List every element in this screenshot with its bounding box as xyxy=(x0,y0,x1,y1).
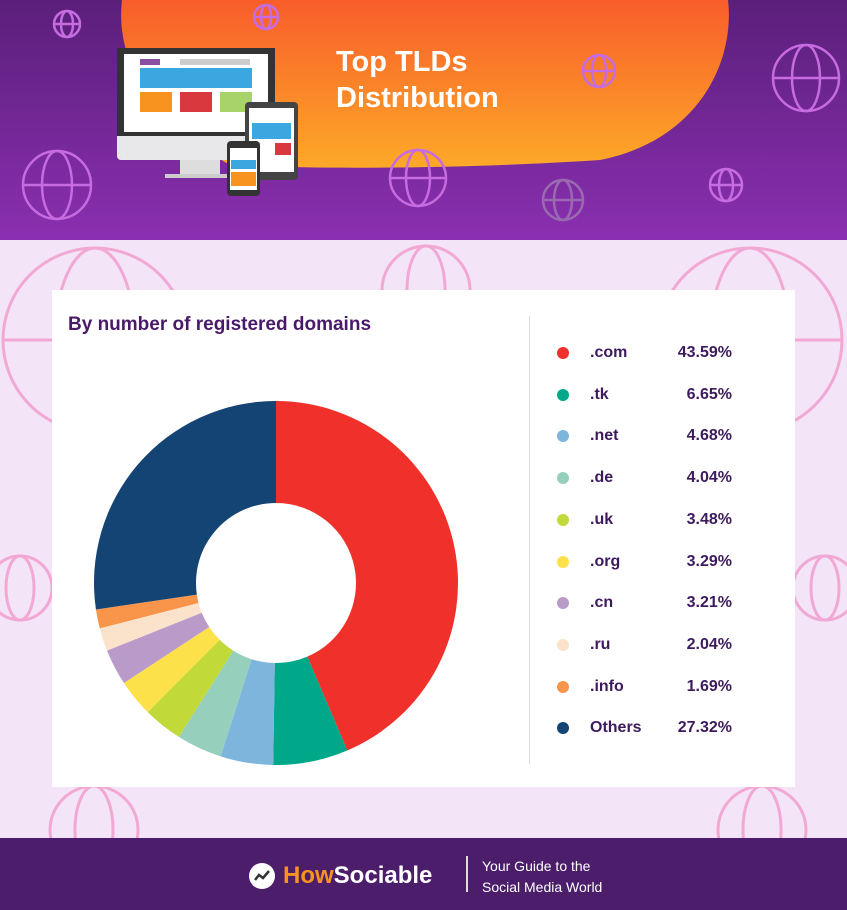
legend-label: .de xyxy=(590,469,614,487)
legend-label: .info xyxy=(590,677,624,695)
legend-value: 1.69% xyxy=(686,677,732,695)
legend-dot xyxy=(557,722,569,735)
globe-icon xyxy=(541,178,585,222)
legend-dot xyxy=(557,638,569,651)
globe-icon xyxy=(791,554,847,622)
legend-label: .uk xyxy=(590,510,614,528)
tagline-line-1: Your Guide to the xyxy=(482,858,591,874)
globe-icon xyxy=(388,148,448,208)
brand-logo: HowSociable xyxy=(283,862,432,890)
legend-label: .ru xyxy=(590,635,611,653)
donut-slice-de xyxy=(178,650,252,757)
legend-label: .cn xyxy=(590,594,614,612)
brand-sociable: Sociable xyxy=(333,862,433,889)
donut-slice-info xyxy=(95,594,199,629)
legend-item: .com 43.59% xyxy=(557,343,757,363)
legend-value: 27.32% xyxy=(677,719,732,737)
legend-value: 4.68% xyxy=(686,427,732,445)
legend-value: 4.04% xyxy=(686,469,732,487)
legend-dot xyxy=(557,680,569,693)
globe-icons xyxy=(21,3,841,222)
globe-icon xyxy=(0,554,54,622)
legend-item: .uk 3.48% xyxy=(557,510,757,530)
legend-item: .de 4.04% xyxy=(557,468,757,488)
legend-dot xyxy=(557,555,569,568)
chart-card: By number of registered domains .com 43.5… xyxy=(52,290,795,787)
legend-dot xyxy=(557,347,569,359)
legend-label: Others xyxy=(590,719,642,737)
legend-value: 3.21% xyxy=(686,594,732,612)
globe-icon xyxy=(771,43,841,113)
donut-slice-cn xyxy=(107,612,210,684)
legend-dot xyxy=(557,388,569,401)
legend-value: 3.48% xyxy=(686,510,732,528)
globe-icon xyxy=(48,784,140,838)
legend-label: .tk xyxy=(590,385,609,403)
legend-item: .ru 2.04% xyxy=(557,635,757,655)
legend-value: 2.04% xyxy=(686,635,732,653)
tagline-line-2: Social Media World xyxy=(482,879,603,895)
donut-slice-tk xyxy=(273,656,348,765)
legend-item: .info 1.69% xyxy=(557,677,757,697)
logo-icon xyxy=(249,863,275,889)
footer-divider xyxy=(466,856,468,892)
footer xyxy=(0,838,847,910)
globe-icon xyxy=(252,3,280,31)
legend-label: .org xyxy=(590,552,621,570)
legend-value: 3.29% xyxy=(686,552,732,570)
title-line-2: Distribution xyxy=(336,82,499,114)
title-line-1: Top TLDs xyxy=(336,46,468,78)
legend-item: .cn 3.21% xyxy=(557,593,757,613)
legend-item: .org 3.29% xyxy=(557,552,757,572)
legend-dot xyxy=(557,513,569,526)
donut-chart xyxy=(93,401,459,765)
legend-item: .tk 6.65% xyxy=(557,385,757,405)
legend-item: Others 27.32% xyxy=(557,718,757,738)
divider xyxy=(529,316,530,764)
chart-title: By number of registered domains xyxy=(68,314,372,335)
donut-slice-com xyxy=(276,401,459,751)
donut-slice-org xyxy=(123,626,220,713)
tagline: Your Guide to the Social Media World xyxy=(482,856,602,898)
globe-icon xyxy=(716,784,808,838)
header-banner: Top TLDs Distribution xyxy=(0,0,847,240)
legend-dot xyxy=(557,472,569,485)
legend-dot xyxy=(557,597,569,610)
globe-icon xyxy=(21,149,93,221)
donut-slice-uk xyxy=(147,639,234,737)
legend-dot xyxy=(557,430,569,443)
legend-label: .com xyxy=(590,344,628,361)
globe-icon xyxy=(708,167,744,203)
legend-item: .net 4.68% xyxy=(557,426,757,446)
brand-how: How xyxy=(283,862,334,889)
donut-slice-others xyxy=(93,401,276,610)
legend-value: 6.65% xyxy=(686,385,732,403)
donut-slice-ru xyxy=(99,602,202,651)
globe-icon xyxy=(581,53,617,89)
devices-illustration xyxy=(117,48,298,196)
legend-value: 43.59% xyxy=(677,344,732,361)
legend-label: .net xyxy=(590,427,619,445)
donut-slice-net xyxy=(220,659,275,765)
page-title: Top TLDs Distribution xyxy=(336,44,499,116)
globe-icon xyxy=(52,9,82,39)
orange-blob-decoration xyxy=(21,0,841,222)
